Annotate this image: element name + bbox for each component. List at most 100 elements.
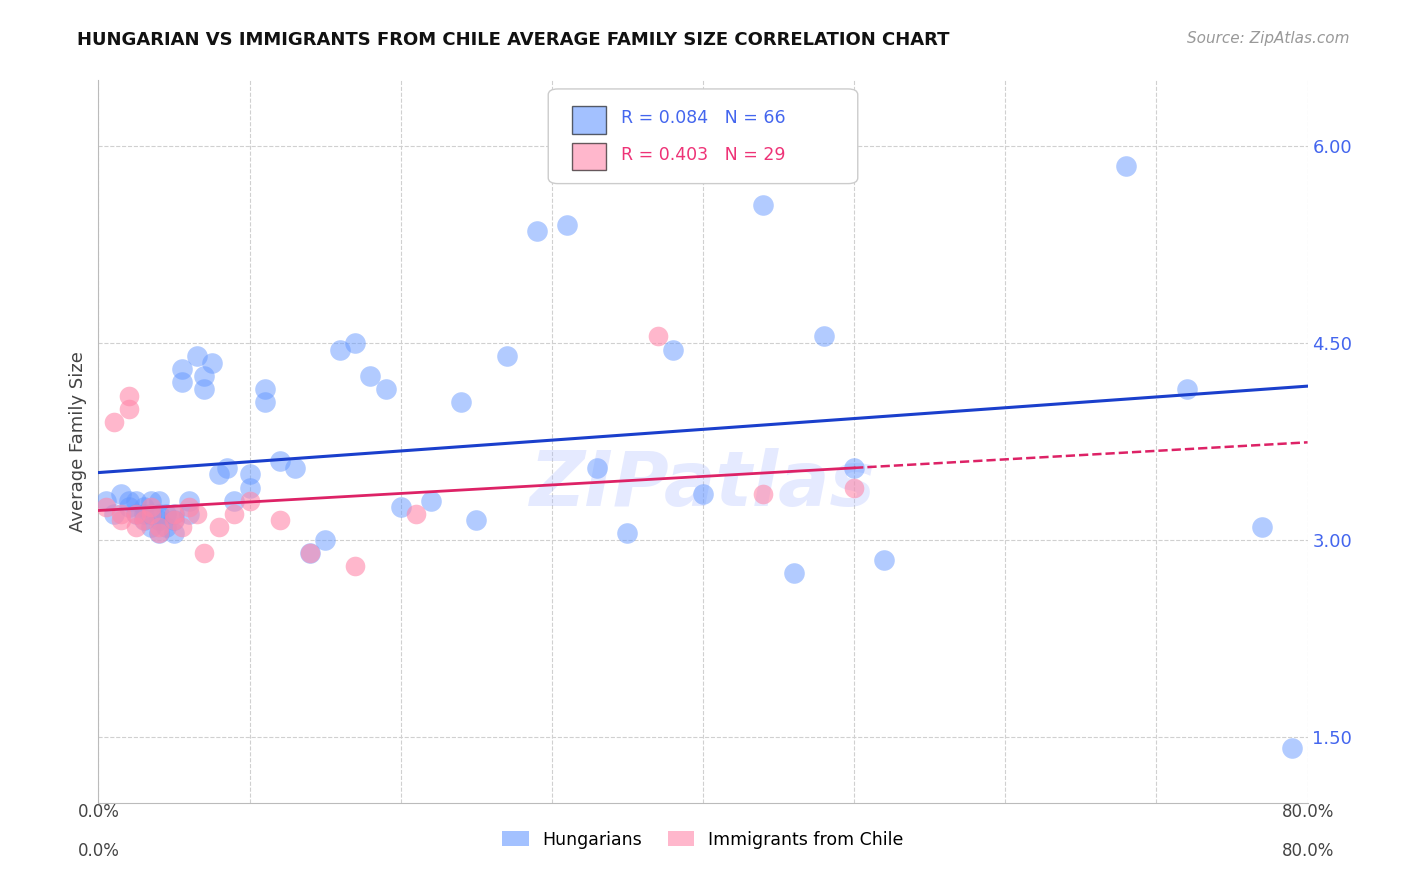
Point (163, 513, 186, 527)
Point (148, 526, 170, 541)
Point (873, 553, 896, 567)
Point (692, 487, 714, 501)
Text: Source: ZipAtlas.com: Source: ZipAtlas.com (1187, 31, 1350, 46)
Point (269, 454, 291, 468)
Point (1175, 382, 1198, 396)
Point (132, 513, 155, 527)
Point (163, 507, 186, 521)
Point (201, 356, 224, 370)
Point (110, 507, 132, 521)
Point (155, 520, 177, 534)
Point (239, 467, 262, 482)
Point (118, 500, 141, 515)
Point (374, 382, 396, 396)
Point (253, 382, 276, 396)
Point (170, 376, 193, 390)
Point (586, 460, 609, 475)
Point (141, 500, 163, 515)
Point (193, 382, 215, 396)
Point (179, 493, 201, 508)
Point (186, 349, 208, 363)
Legend: Hungarians, Immigrants from Chile: Hungarians, Immigrants from Chile (495, 823, 911, 855)
Point (1281, 740, 1303, 755)
Point (179, 500, 201, 515)
Point (299, 546, 322, 560)
Text: 80.0%: 80.0% (1281, 842, 1334, 860)
Point (495, 349, 517, 363)
Text: 80.0%: 80.0% (1281, 803, 1334, 821)
FancyBboxPatch shape (572, 143, 606, 170)
Point (253, 395, 276, 409)
Point (314, 533, 336, 547)
Point (193, 368, 215, 383)
Point (752, 198, 775, 212)
Point (103, 507, 125, 521)
Point (110, 487, 132, 501)
Point (186, 507, 208, 521)
Text: ZIPatlas: ZIPatlas (530, 448, 876, 522)
Text: R = 0.403   N = 29: R = 0.403 N = 29 (621, 145, 786, 163)
Point (125, 520, 148, 534)
Text: R = 0.084   N = 66: R = 0.084 N = 66 (621, 109, 786, 127)
Point (141, 520, 163, 534)
Text: 0.0%: 0.0% (77, 803, 120, 821)
Point (526, 224, 548, 238)
Point (141, 493, 163, 508)
Point (405, 507, 427, 521)
Point (661, 343, 683, 357)
Point (141, 507, 163, 521)
Point (465, 513, 488, 527)
Point (208, 467, 231, 482)
Point (148, 526, 170, 541)
Point (450, 395, 472, 409)
Point (118, 388, 141, 402)
Point (110, 513, 132, 527)
Point (132, 500, 155, 515)
Point (193, 546, 215, 560)
Point (329, 343, 352, 357)
Point (360, 368, 382, 383)
Point (155, 507, 177, 521)
Point (125, 507, 148, 521)
Point (555, 218, 578, 232)
FancyBboxPatch shape (572, 106, 606, 134)
Point (170, 520, 193, 534)
Point (284, 460, 307, 475)
Point (103, 415, 125, 429)
FancyBboxPatch shape (548, 89, 858, 184)
Point (616, 526, 638, 541)
Point (813, 329, 835, 343)
Point (132, 513, 155, 527)
Point (269, 513, 291, 527)
Point (148, 493, 170, 508)
Point (344, 559, 367, 574)
Point (163, 513, 186, 527)
Point (125, 507, 148, 521)
Point (783, 566, 806, 580)
Point (647, 329, 669, 343)
Point (94, 500, 117, 515)
Point (170, 362, 193, 376)
Point (94, 493, 117, 508)
Point (389, 500, 412, 515)
Point (344, 336, 367, 351)
Text: HUNGARIAN VS IMMIGRANTS FROM CHILE AVERAGE FAMILY SIZE CORRELATION CHART: HUNGARIAN VS IMMIGRANTS FROM CHILE AVERA… (77, 31, 950, 49)
Point (179, 507, 201, 521)
Point (148, 513, 170, 527)
Point (224, 493, 246, 508)
Text: 0.0%: 0.0% (77, 842, 120, 860)
Point (163, 526, 186, 541)
Point (132, 507, 155, 521)
Point (125, 493, 148, 508)
Point (118, 401, 141, 416)
Point (737, 93, 759, 107)
Point (224, 507, 246, 521)
Point (420, 493, 443, 508)
Point (118, 493, 141, 508)
Y-axis label: Average Family Size: Average Family Size (69, 351, 87, 532)
Point (1251, 520, 1274, 534)
Point (844, 481, 866, 495)
Point (208, 520, 231, 534)
Point (148, 520, 170, 534)
Point (148, 507, 170, 521)
